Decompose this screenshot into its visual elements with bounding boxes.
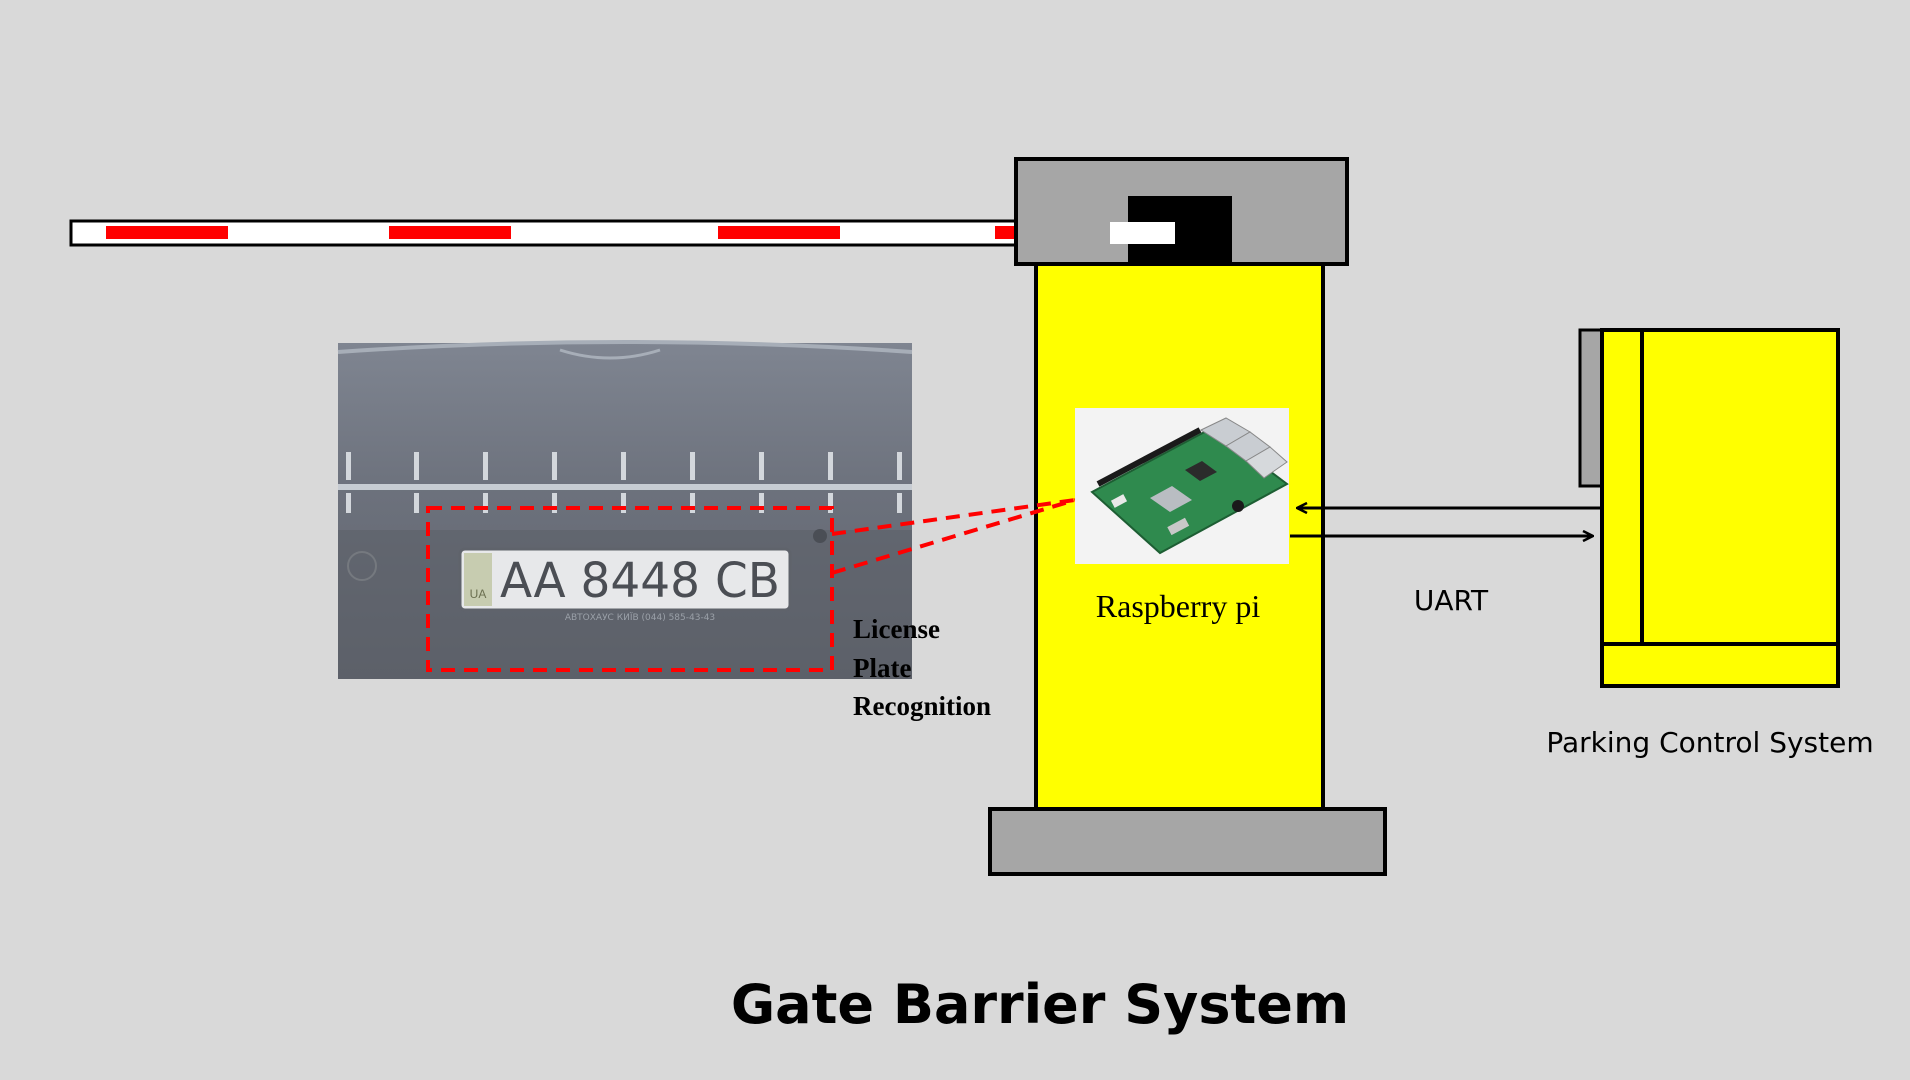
plate-frame-text: АВТОХАУС КИЇВ (044) 585-43-43 — [565, 612, 715, 623]
barrier-arm-end — [1110, 222, 1175, 244]
raspberry-pi-photo — [1075, 408, 1289, 564]
hdmi-port — [1167, 517, 1190, 536]
pcs-body — [1600, 328, 1840, 688]
car-photo: UA AA 8448 CB АВТОХАУС КИЇВ (044) 585-43… — [337, 340, 913, 679]
uart-label: UART — [1414, 584, 1489, 617]
soc-chip — [1150, 486, 1192, 512]
gpio-header — [1096, 427, 1202, 487]
diagram-title: Gate Barrier System — [731, 973, 1349, 1036]
lpr-label-line3: Recognition — [853, 691, 991, 721]
barrier-arm — [69, 219, 1177, 247]
plate-number: AA 8448 CB — [500, 553, 780, 609]
leader-line-bottom — [831, 498, 1076, 575]
plate-country-band — [464, 553, 492, 606]
camera-connector — [1110, 494, 1128, 508]
lpr-label-line1: License — [853, 614, 940, 644]
grille-teeth — [346, 452, 902, 513]
raspberry-pi-label: Raspberry pi — [1096, 588, 1261, 624]
lpr-label-line2: Plate — [853, 653, 911, 683]
ram-chip — [1185, 461, 1217, 481]
barrier-stripe — [718, 226, 840, 239]
cabinet-base — [988, 807, 1387, 876]
pcb-board — [1090, 426, 1289, 555]
uart-link — [1290, 508, 1600, 536]
recognition-region — [426, 498, 1076, 672]
audio-jack — [1232, 500, 1244, 512]
plate-country-code: UA — [470, 587, 487, 601]
leader-line-top — [831, 498, 1076, 536]
parking-control-system — [1578, 328, 1840, 688]
recognition-box — [426, 506, 834, 672]
barrier-stripe — [106, 226, 228, 239]
license-plate: UA AA 8448 CB АВТОХАУС КИЇВ (044) 585-43… — [458, 547, 792, 623]
ethernet-port — [1245, 446, 1288, 479]
barrier-stripe — [389, 226, 511, 239]
parking-control-label: Parking Control System — [1546, 726, 1873, 759]
